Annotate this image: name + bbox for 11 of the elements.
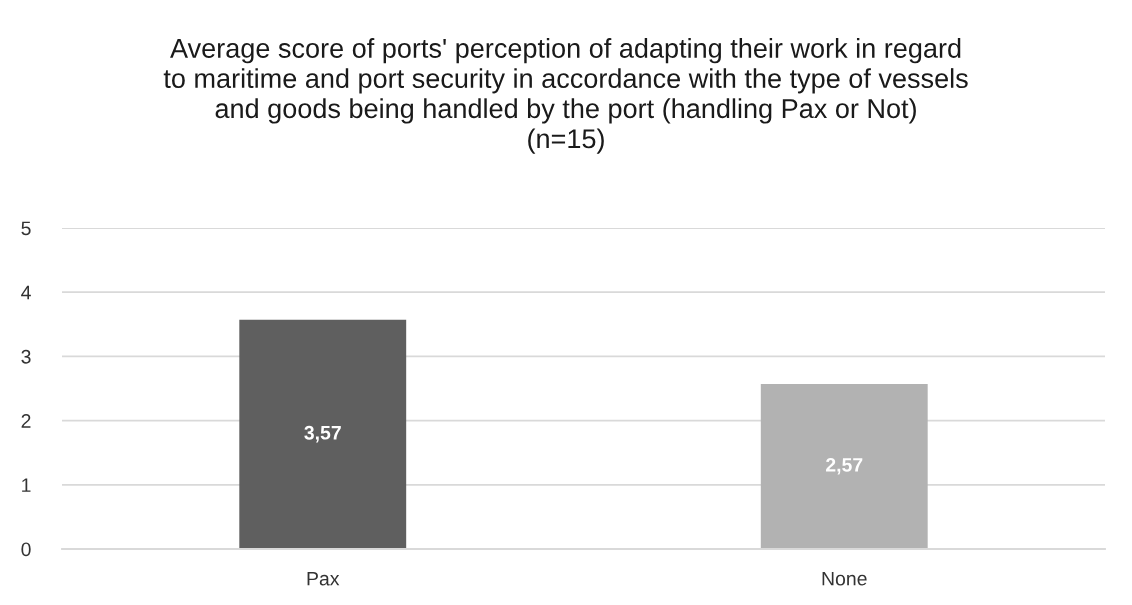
x-tick-label: None: [822, 571, 867, 586]
x-tick-label: Pax: [307, 571, 340, 586]
y-tick-label: 0: [21, 542, 31, 557]
y-tick-label: 4: [21, 285, 31, 300]
data-label: 3,57: [304, 425, 341, 443]
data-label: 2,57: [826, 457, 863, 475]
y-tick-label: 1: [22, 478, 31, 492]
y-tick-label: 2: [21, 414, 31, 428]
y-tick-label: 5: [21, 221, 31, 236]
chart-title: Average score of ports' perception of adapting their work in regard to maritime and port security in accordance with the type of vessels and goods being handled by the port (handling Pax or Not) (n=15): [163, 38, 968, 154]
y-tick-label: 3: [21, 349, 31, 364]
